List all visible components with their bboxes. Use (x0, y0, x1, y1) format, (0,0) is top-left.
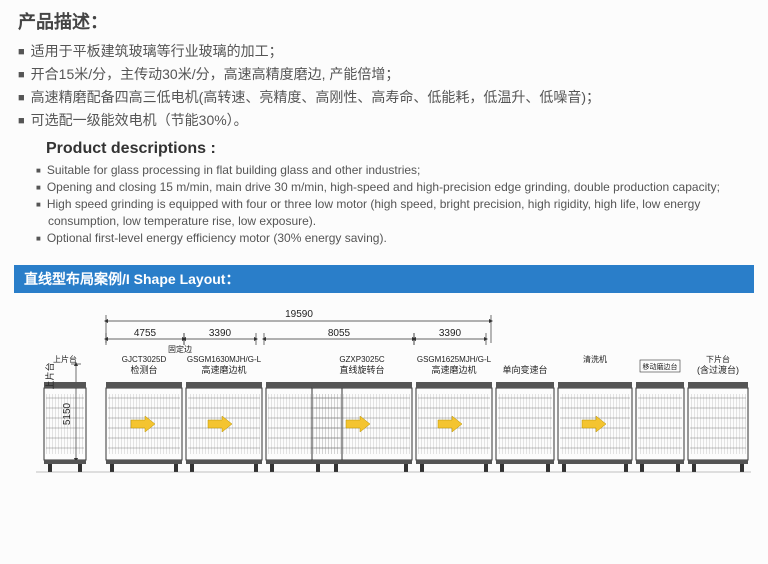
bullet-cn: 可选配一级能效电机（节能30%）。 (18, 109, 754, 132)
svg-text:4755: 4755 (134, 328, 157, 339)
svg-text:检测台: 检测台 (130, 364, 157, 375)
svg-text:3390: 3390 (209, 328, 232, 339)
svg-text:上片台: 上片台 (44, 362, 55, 389)
heading-en: Product descriptions : (46, 140, 750, 158)
layout-diagram: 1959047553390805533905150上片台GJCT3025D检测台… (14, 303, 754, 493)
svg-text:上片台: 上片台 (53, 354, 77, 364)
svg-text:固定边: 固定边 (168, 344, 192, 354)
svg-text:GJCT3025D: GJCT3025D (122, 355, 167, 364)
layout-title-bar: 直线型布局案例/I Shape Layout： (14, 265, 754, 293)
svg-text:GZXP3025C: GZXP3025C (339, 355, 385, 364)
svg-text:GSGM1625MJH/G-L: GSGM1625MJH/G-L (417, 355, 492, 364)
svg-text:3390: 3390 (439, 328, 462, 339)
bullet-cn: 高速精磨配备四高三低电机(高转速、亮精度、高刚性、高寿命、低能耗，低温升、低噪音… (18, 86, 754, 109)
bullet-en: Opening and closing 15 m/min, main drive… (36, 179, 754, 196)
bullet-cn: 适用于平板建筑玻璃等行业玻璃的加工； (18, 40, 754, 63)
bullets-cn: 适用于平板建筑玻璃等行业玻璃的加工；开合15米/分，主传动30米/分，高速高精度… (14, 40, 754, 132)
bullet-en: Suitable for glass processing in flat bu… (36, 162, 754, 179)
svg-text:高速磨边机: 高速磨边机 (431, 364, 476, 375)
svg-text:下片台: 下片台 (706, 354, 730, 364)
svg-text:直线旋转台: 直线旋转台 (339, 364, 384, 375)
svg-text:高速磨边机: 高速磨边机 (201, 364, 246, 375)
svg-text:8055: 8055 (328, 328, 351, 339)
bullet-en: Optional first-level energy efficiency m… (36, 230, 754, 247)
svg-text:移动磨边台: 移动磨边台 (643, 362, 678, 371)
svg-text:清洗机: 清洗机 (583, 354, 607, 364)
bullet-cn: 开合15米/分，主传动30米/分，高速高精度磨边, 产能倍增； (18, 63, 754, 86)
svg-text:GSGM1630MJH/G-L: GSGM1630MJH/G-L (187, 355, 262, 364)
heading-cn: 产品描述： (18, 8, 750, 34)
svg-text:19590: 19590 (285, 309, 313, 320)
svg-text:(含过渡台): (含过渡台) (697, 364, 739, 375)
bullet-en: High speed grinding is equipped with fou… (36, 196, 754, 230)
svg-text:单向变速台: 单向变速台 (502, 364, 547, 375)
bullets-en: Suitable for glass processing in flat bu… (14, 162, 754, 247)
